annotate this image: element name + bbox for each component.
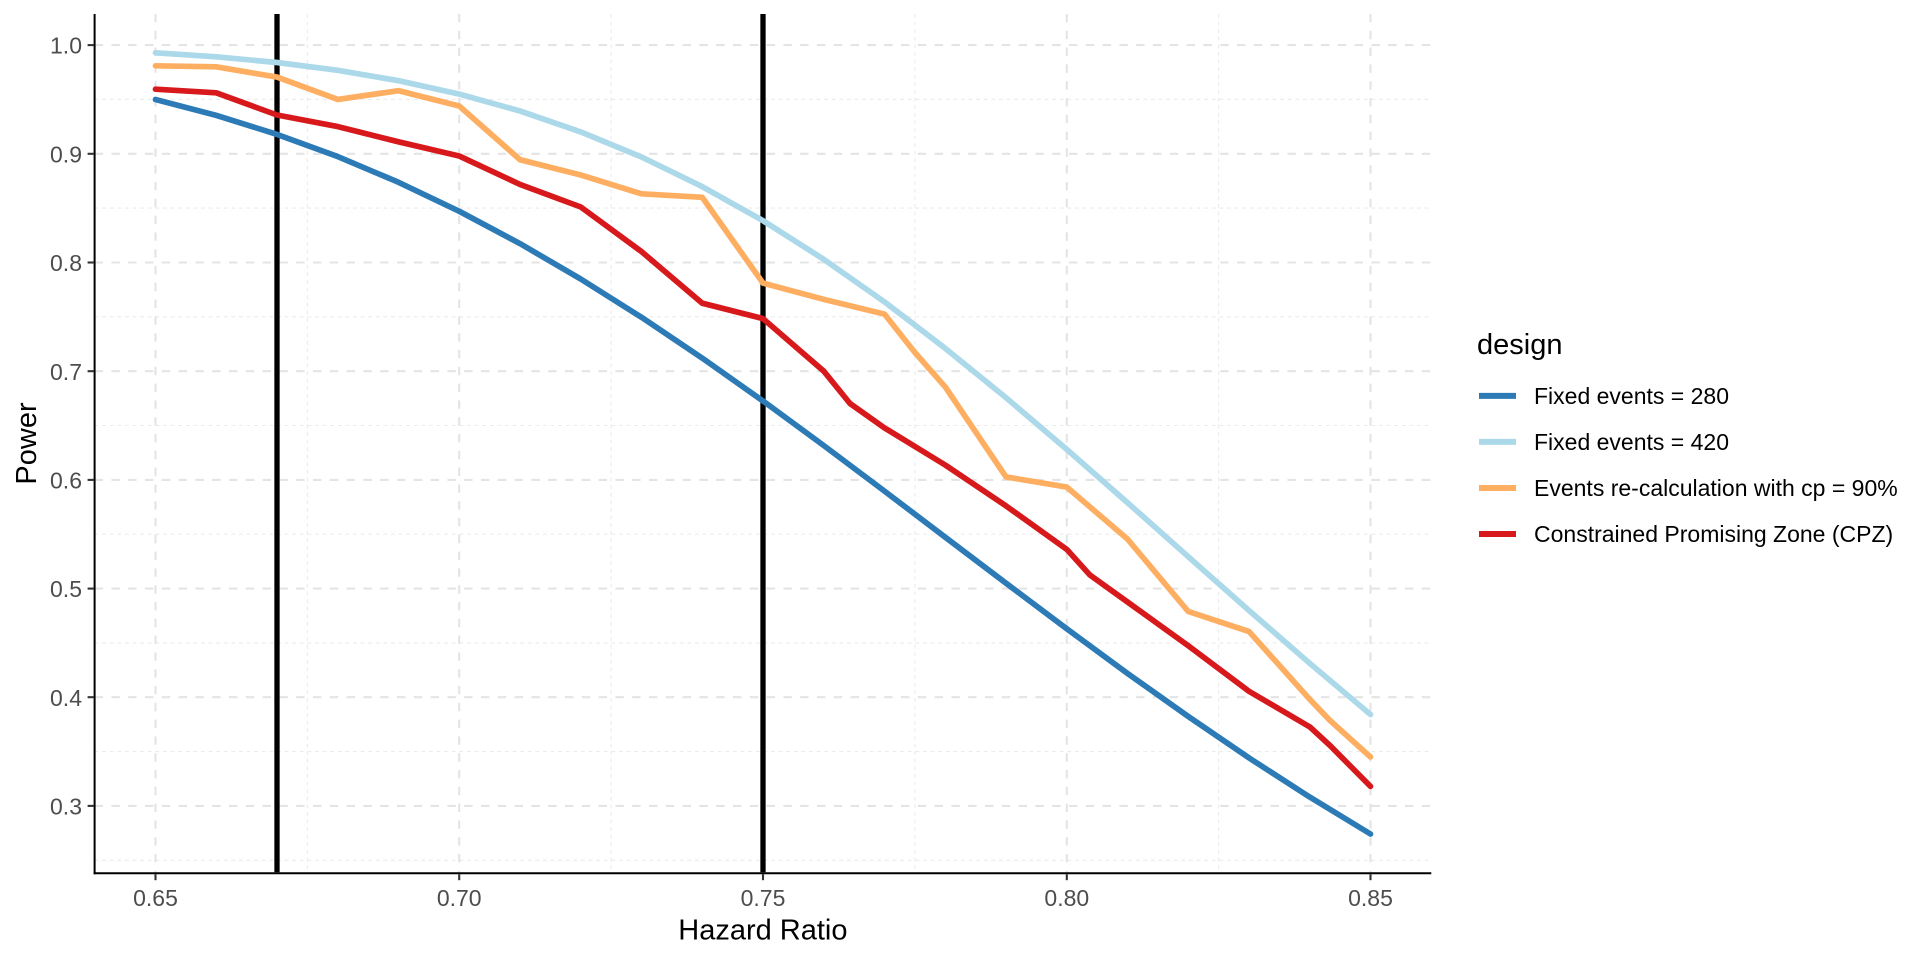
svg-text:0.65: 0.65 [133,885,178,911]
svg-text:Constrained Promising Zone (CP: Constrained Promising Zone (CPZ) [1534,521,1893,547]
svg-text:Fixed events = 420: Fixed events = 420 [1534,429,1729,455]
svg-text:Fixed events = 280: Fixed events = 280 [1534,383,1729,409]
svg-text:0.3: 0.3 [50,794,82,820]
svg-text:Power: Power [11,402,43,485]
svg-text:0.80: 0.80 [1044,885,1089,911]
svg-text:0.85: 0.85 [1348,885,1393,911]
svg-text:design: design [1477,329,1562,361]
svg-text:Events re-calculation with cp: Events re-calculation with cp = 90% [1534,475,1898,501]
svg-text:0.9: 0.9 [50,141,82,167]
svg-text:1.0: 1.0 [50,33,82,59]
svg-text:0.70: 0.70 [437,885,482,911]
svg-text:0.7: 0.7 [50,359,82,385]
svg-text:0.4: 0.4 [50,685,82,711]
svg-text:0.6: 0.6 [50,468,82,494]
svg-text:0.5: 0.5 [50,576,82,602]
svg-text:Hazard Ratio: Hazard Ratio [678,915,847,947]
svg-text:0.8: 0.8 [50,250,82,276]
svg-text:0.75: 0.75 [741,885,786,911]
